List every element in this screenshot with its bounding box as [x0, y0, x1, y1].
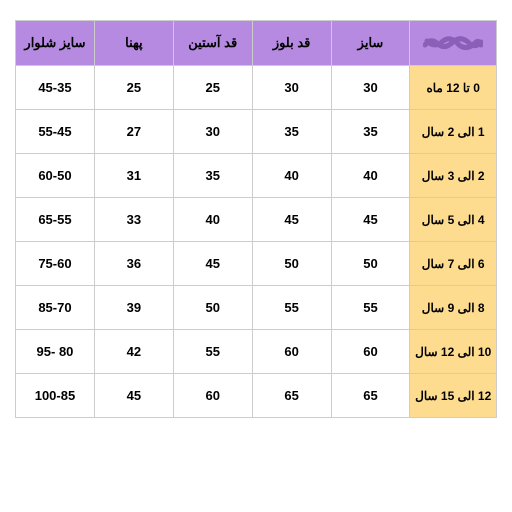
- blouse-cell: 60: [252, 330, 331, 374]
- sleeve-cell: 40: [173, 198, 252, 242]
- blouse-cell: 30: [252, 66, 331, 110]
- age-cell: 4 الی 5 سال: [410, 198, 497, 242]
- size-cell: 55: [331, 286, 410, 330]
- blouse-cell: 40: [252, 154, 331, 198]
- width-cell: 39: [94, 286, 173, 330]
- sleeve-cell: 60: [173, 374, 252, 418]
- table-row: 1 الی 2 سال 35 35 30 27 55-45: [16, 110, 497, 154]
- table-row: 2 الی 3 سال 40 40 35 31 60-50: [16, 154, 497, 198]
- blouse-cell: 50: [252, 242, 331, 286]
- header-size: سایز: [331, 21, 410, 66]
- pants-cell: 45-35: [16, 66, 95, 110]
- pants-cell: 60-50: [16, 154, 95, 198]
- blouse-cell: 35: [252, 110, 331, 154]
- pants-cell: 75-60: [16, 242, 95, 286]
- pants-cell: 55-45: [16, 110, 95, 154]
- width-cell: 42: [94, 330, 173, 374]
- table-row: 6 الی 7 سال 50 50 45 36 75-60: [16, 242, 497, 286]
- age-cell: 2 الی 3 سال: [410, 154, 497, 198]
- age-cell: 8 الی 9 سال: [410, 286, 497, 330]
- size-cell: 30: [331, 66, 410, 110]
- table-row: 4 الی 5 سال 45 45 40 33 65-55: [16, 198, 497, 242]
- blouse-cell: 55: [252, 286, 331, 330]
- pants-cell: 65-55: [16, 198, 95, 242]
- table-row: 12 الی 15 سال 65 65 60 45 100-85: [16, 374, 497, 418]
- size-cell: 60: [331, 330, 410, 374]
- age-cell: 10 الی 12 سال: [410, 330, 497, 374]
- age-cell: 12 الی 15 سال: [410, 374, 497, 418]
- size-cell: 40: [331, 154, 410, 198]
- pants-cell: 85-70: [16, 286, 95, 330]
- width-cell: 36: [94, 242, 173, 286]
- table-row: 8 الی 9 سال 55 55 50 39 85-70: [16, 286, 497, 330]
- blouse-cell: 65: [252, 374, 331, 418]
- header-width: پهنا: [94, 21, 173, 66]
- header-sleeve: قد آستین: [173, 21, 252, 66]
- size-cell: 35: [331, 110, 410, 154]
- pants-cell: 80 -95: [16, 330, 95, 374]
- sleeve-cell: 50: [173, 286, 252, 330]
- blouse-cell: 45: [252, 198, 331, 242]
- size-cell: 65: [331, 374, 410, 418]
- table-row: 10 الی 12 سال 60 60 55 42 80 -95: [16, 330, 497, 374]
- header-pants: سایز شلوار: [16, 21, 95, 66]
- age-cell: 6 الی 7 سال: [410, 242, 497, 286]
- pants-cell: 100-85: [16, 374, 95, 418]
- header-blouse: قد بلوز: [252, 21, 331, 66]
- sleeve-cell: 45: [173, 242, 252, 286]
- sleeve-cell: 35: [173, 154, 252, 198]
- table-header-row: سایز قد بلوز قد آستین پهنا سایز شلوار: [16, 21, 497, 66]
- width-cell: 27: [94, 110, 173, 154]
- table-row: 0 تا 12 ماه 30 30 25 25 45-35: [16, 66, 497, 110]
- width-cell: 45: [94, 374, 173, 418]
- sleeve-cell: 25: [173, 66, 252, 110]
- size-chart-table: سایز قد بلوز قد آستین پهنا سایز شلوار 0 …: [15, 20, 497, 418]
- table-body: 0 تا 12 ماه 30 30 25 25 45-35 1 الی 2 سا…: [16, 66, 497, 418]
- width-cell: 31: [94, 154, 173, 198]
- age-cell: 0 تا 12 ماه: [410, 66, 497, 110]
- header-empty: [410, 21, 497, 66]
- sleeve-cell: 30: [173, 110, 252, 154]
- sleeve-cell: 55: [173, 330, 252, 374]
- width-cell: 25: [94, 66, 173, 110]
- age-cell: 1 الی 2 سال: [410, 110, 497, 154]
- width-cell: 33: [94, 198, 173, 242]
- scribble-icon: [423, 33, 483, 53]
- size-cell: 45: [331, 198, 410, 242]
- size-cell: 50: [331, 242, 410, 286]
